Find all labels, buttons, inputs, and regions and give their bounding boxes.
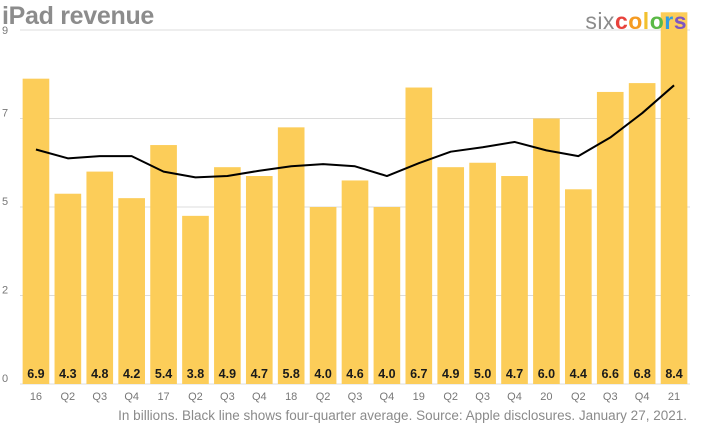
x-tick-label: Q3 — [348, 391, 363, 403]
bar-value-label: 6.0 — [538, 367, 555, 381]
x-tick-label: Q4 — [635, 391, 650, 403]
bar — [596, 91, 624, 384]
brand-logo-letter: c — [614, 8, 629, 34]
bar-value-label: 5.8 — [282, 367, 299, 381]
brand-logo-letter: s — [673, 8, 687, 34]
bar-value-label: 4.7 — [251, 367, 268, 381]
bar — [405, 87, 433, 385]
bar-value-label: 4.7 — [506, 367, 523, 381]
x-tick-label: Q3 — [475, 391, 490, 403]
x-tick-label: Q3 — [220, 391, 235, 403]
x-tick-label: Q2 — [188, 391, 203, 403]
bar — [86, 171, 114, 384]
bar — [533, 118, 560, 384]
bar-value-label: 4.6 — [346, 367, 363, 381]
average-line — [35, 84, 675, 179]
bar — [437, 167, 465, 384]
bar — [309, 207, 337, 384]
bar-value-label: 6.9 — [27, 367, 44, 381]
bar-value-label: 3.8 — [187, 367, 204, 381]
x-tick-label: Q2 — [61, 391, 76, 403]
chart-title: iPad revenue — [2, 2, 155, 30]
bar — [341, 180, 369, 384]
x-tick-label: Q4 — [252, 391, 267, 403]
bar — [150, 145, 177, 384]
bar — [277, 127, 305, 384]
chart-footnote: In billions. Black line shows four-quart… — [118, 408, 687, 423]
x-tick-label: 20 — [540, 391, 552, 403]
brand-logo: sixcolors — [585, 8, 687, 35]
bar — [182, 215, 209, 384]
bar-value-label: 6.8 — [633, 367, 650, 381]
x-tick-label: Q4 — [380, 391, 395, 403]
x-tick-label: 18 — [285, 391, 297, 403]
bar-value-label: 4.3 — [59, 367, 76, 381]
bar-value-label: 4.9 — [442, 367, 459, 381]
bar — [245, 176, 273, 384]
bar — [660, 12, 688, 385]
bar-value-label: 4.2 — [123, 367, 140, 381]
bar-value-label: 6.6 — [602, 367, 619, 381]
bar-value-label: 4.9 — [219, 367, 236, 381]
bar — [628, 83, 656, 384]
bar — [214, 167, 241, 384]
bar-value-label: 5.4 — [155, 367, 172, 381]
y-tick-label: 2 — [2, 285, 8, 297]
bar-value-label: 5.0 — [474, 367, 491, 381]
brand-logo-letter: l — [642, 8, 650, 34]
bar-value-label: 8.4 — [665, 367, 682, 381]
y-tick-label: 9 — [2, 25, 8, 37]
x-tick-label: Q2 — [316, 391, 331, 403]
bar-value-label: 4.8 — [91, 367, 108, 381]
x-tick-label: 21 — [668, 391, 680, 403]
brand-logo-letter: o — [649, 8, 665, 34]
y-tick-label: 5 — [2, 196, 8, 208]
bar — [373, 207, 401, 384]
y-tick-label: 0 — [2, 373, 8, 385]
x-tick-label: Q2 — [443, 391, 458, 403]
brand-logo-six: six — [585, 8, 615, 34]
x-tick-label: Q3 — [92, 391, 107, 403]
x-tick-label: Q4 — [507, 391, 522, 403]
x-tick-label: Q2 — [571, 391, 586, 403]
x-tick-label: Q3 — [603, 391, 618, 403]
bar — [565, 189, 592, 384]
x-tick-label: 19 — [413, 391, 425, 403]
y-tick-label: 7 — [2, 108, 8, 120]
bar — [118, 198, 145, 384]
brand-logo-letter: r — [664, 8, 674, 34]
brand-logo-letter: o — [628, 8, 643, 34]
bar-value-label: 4.4 — [570, 367, 587, 381]
bar — [22, 78, 50, 385]
bar-value-label: 4.0 — [378, 367, 395, 381]
bar — [54, 193, 82, 384]
bar — [469, 162, 496, 384]
bar — [501, 176, 528, 384]
x-tick-label: 16 — [30, 391, 42, 403]
brand-logo-colors: colors — [615, 8, 687, 34]
x-tick-label: Q4 — [124, 391, 139, 403]
bar-value-label: 4.0 — [314, 367, 331, 381]
bar-value-label: 6.7 — [410, 367, 427, 381]
x-tick-label: 17 — [157, 391, 169, 403]
